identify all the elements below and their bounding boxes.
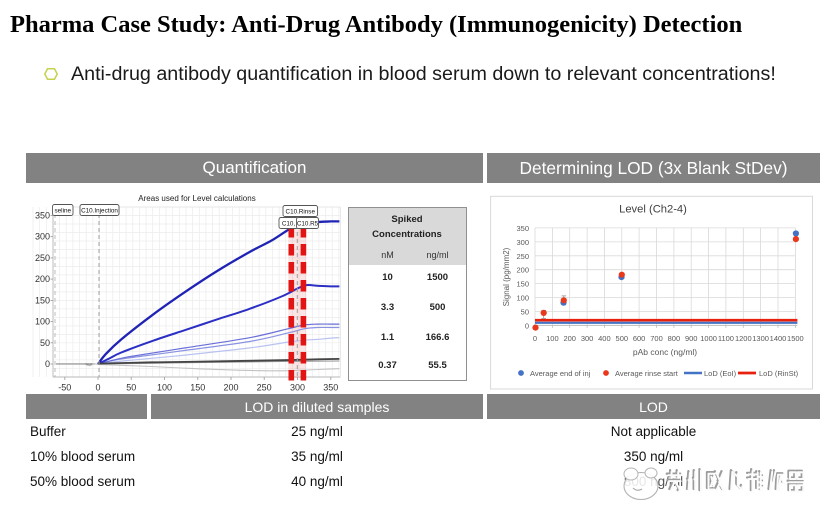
svg-text:0: 0 — [95, 383, 100, 393]
svg-text:C10.Rinse: C10.Rinse — [286, 208, 316, 215]
svg-text:1200: 1200 — [735, 334, 752, 343]
svg-text:50: 50 — [126, 383, 136, 393]
svg-text:Areas used for Level calculati: Areas used for Level calculations — [138, 194, 255, 203]
svg-text:100: 100 — [35, 317, 50, 327]
svg-text:seline: seline — [55, 207, 72, 214]
svg-text:0: 0 — [533, 334, 537, 343]
svg-text:C10,: C10, — [282, 220, 296, 227]
svg-text:Average rinse start: Average rinse start — [615, 369, 679, 378]
svg-text:150: 150 — [35, 295, 50, 305]
svg-text:1400: 1400 — [770, 334, 787, 343]
svg-text:250: 250 — [35, 253, 50, 263]
svg-text:LoD (EoI): LoD (EoI) — [704, 369, 737, 378]
svg-text:250: 250 — [257, 383, 272, 393]
svg-text:200: 200 — [223, 383, 238, 393]
svg-text:C10.Injection: C10.Injection — [81, 207, 118, 214]
svg-text:100: 100 — [516, 294, 529, 303]
svg-text:LoD (RinSt): LoD (RinSt) — [759, 369, 799, 378]
svg-text:Level (Ch2-4): Level (Ch2-4) — [619, 204, 687, 216]
svg-text:1300: 1300 — [752, 334, 769, 343]
svg-text:1500: 1500 — [787, 334, 804, 343]
svg-text:200: 200 — [563, 334, 576, 343]
svg-text:350: 350 — [35, 211, 50, 221]
svg-text:800: 800 — [668, 334, 681, 343]
svg-text:C10.R5: C10.R5 — [297, 220, 319, 227]
svg-text:Signal (pg/mm2): Signal (pg/mm2) — [502, 247, 511, 306]
svg-text:100: 100 — [157, 383, 172, 393]
svg-text:150: 150 — [190, 383, 205, 393]
svg-text:300: 300 — [581, 334, 594, 343]
svg-text:250: 250 — [516, 252, 529, 261]
svg-text:300: 300 — [35, 232, 50, 242]
svg-text:300: 300 — [290, 383, 305, 393]
svg-text:200: 200 — [516, 266, 529, 275]
svg-text:350: 350 — [323, 383, 338, 393]
svg-text:150: 150 — [516, 280, 529, 289]
svg-text:700: 700 — [650, 334, 663, 343]
svg-text:pAb conc (ng/ml): pAb conc (ng/ml) — [633, 347, 697, 357]
svg-text:1000: 1000 — [700, 334, 717, 343]
svg-text:1100: 1100 — [718, 334, 734, 343]
svg-text:600: 600 — [633, 334, 646, 343]
svg-text:0: 0 — [45, 359, 50, 369]
svg-text:400: 400 — [598, 334, 611, 343]
svg-text:200: 200 — [35, 274, 50, 284]
svg-text:300: 300 — [516, 238, 529, 247]
svg-text:500: 500 — [616, 334, 629, 343]
svg-text:900: 900 — [685, 334, 698, 343]
svg-text:0: 0 — [525, 321, 529, 330]
svg-text:50: 50 — [521, 308, 529, 317]
svg-text:350: 350 — [516, 224, 529, 233]
svg-text:Average end of inj: Average end of inj — [530, 369, 591, 378]
svg-text:50: 50 — [40, 338, 50, 348]
svg-text:100: 100 — [546, 334, 559, 343]
svg-text:-50: -50 — [58, 383, 71, 393]
